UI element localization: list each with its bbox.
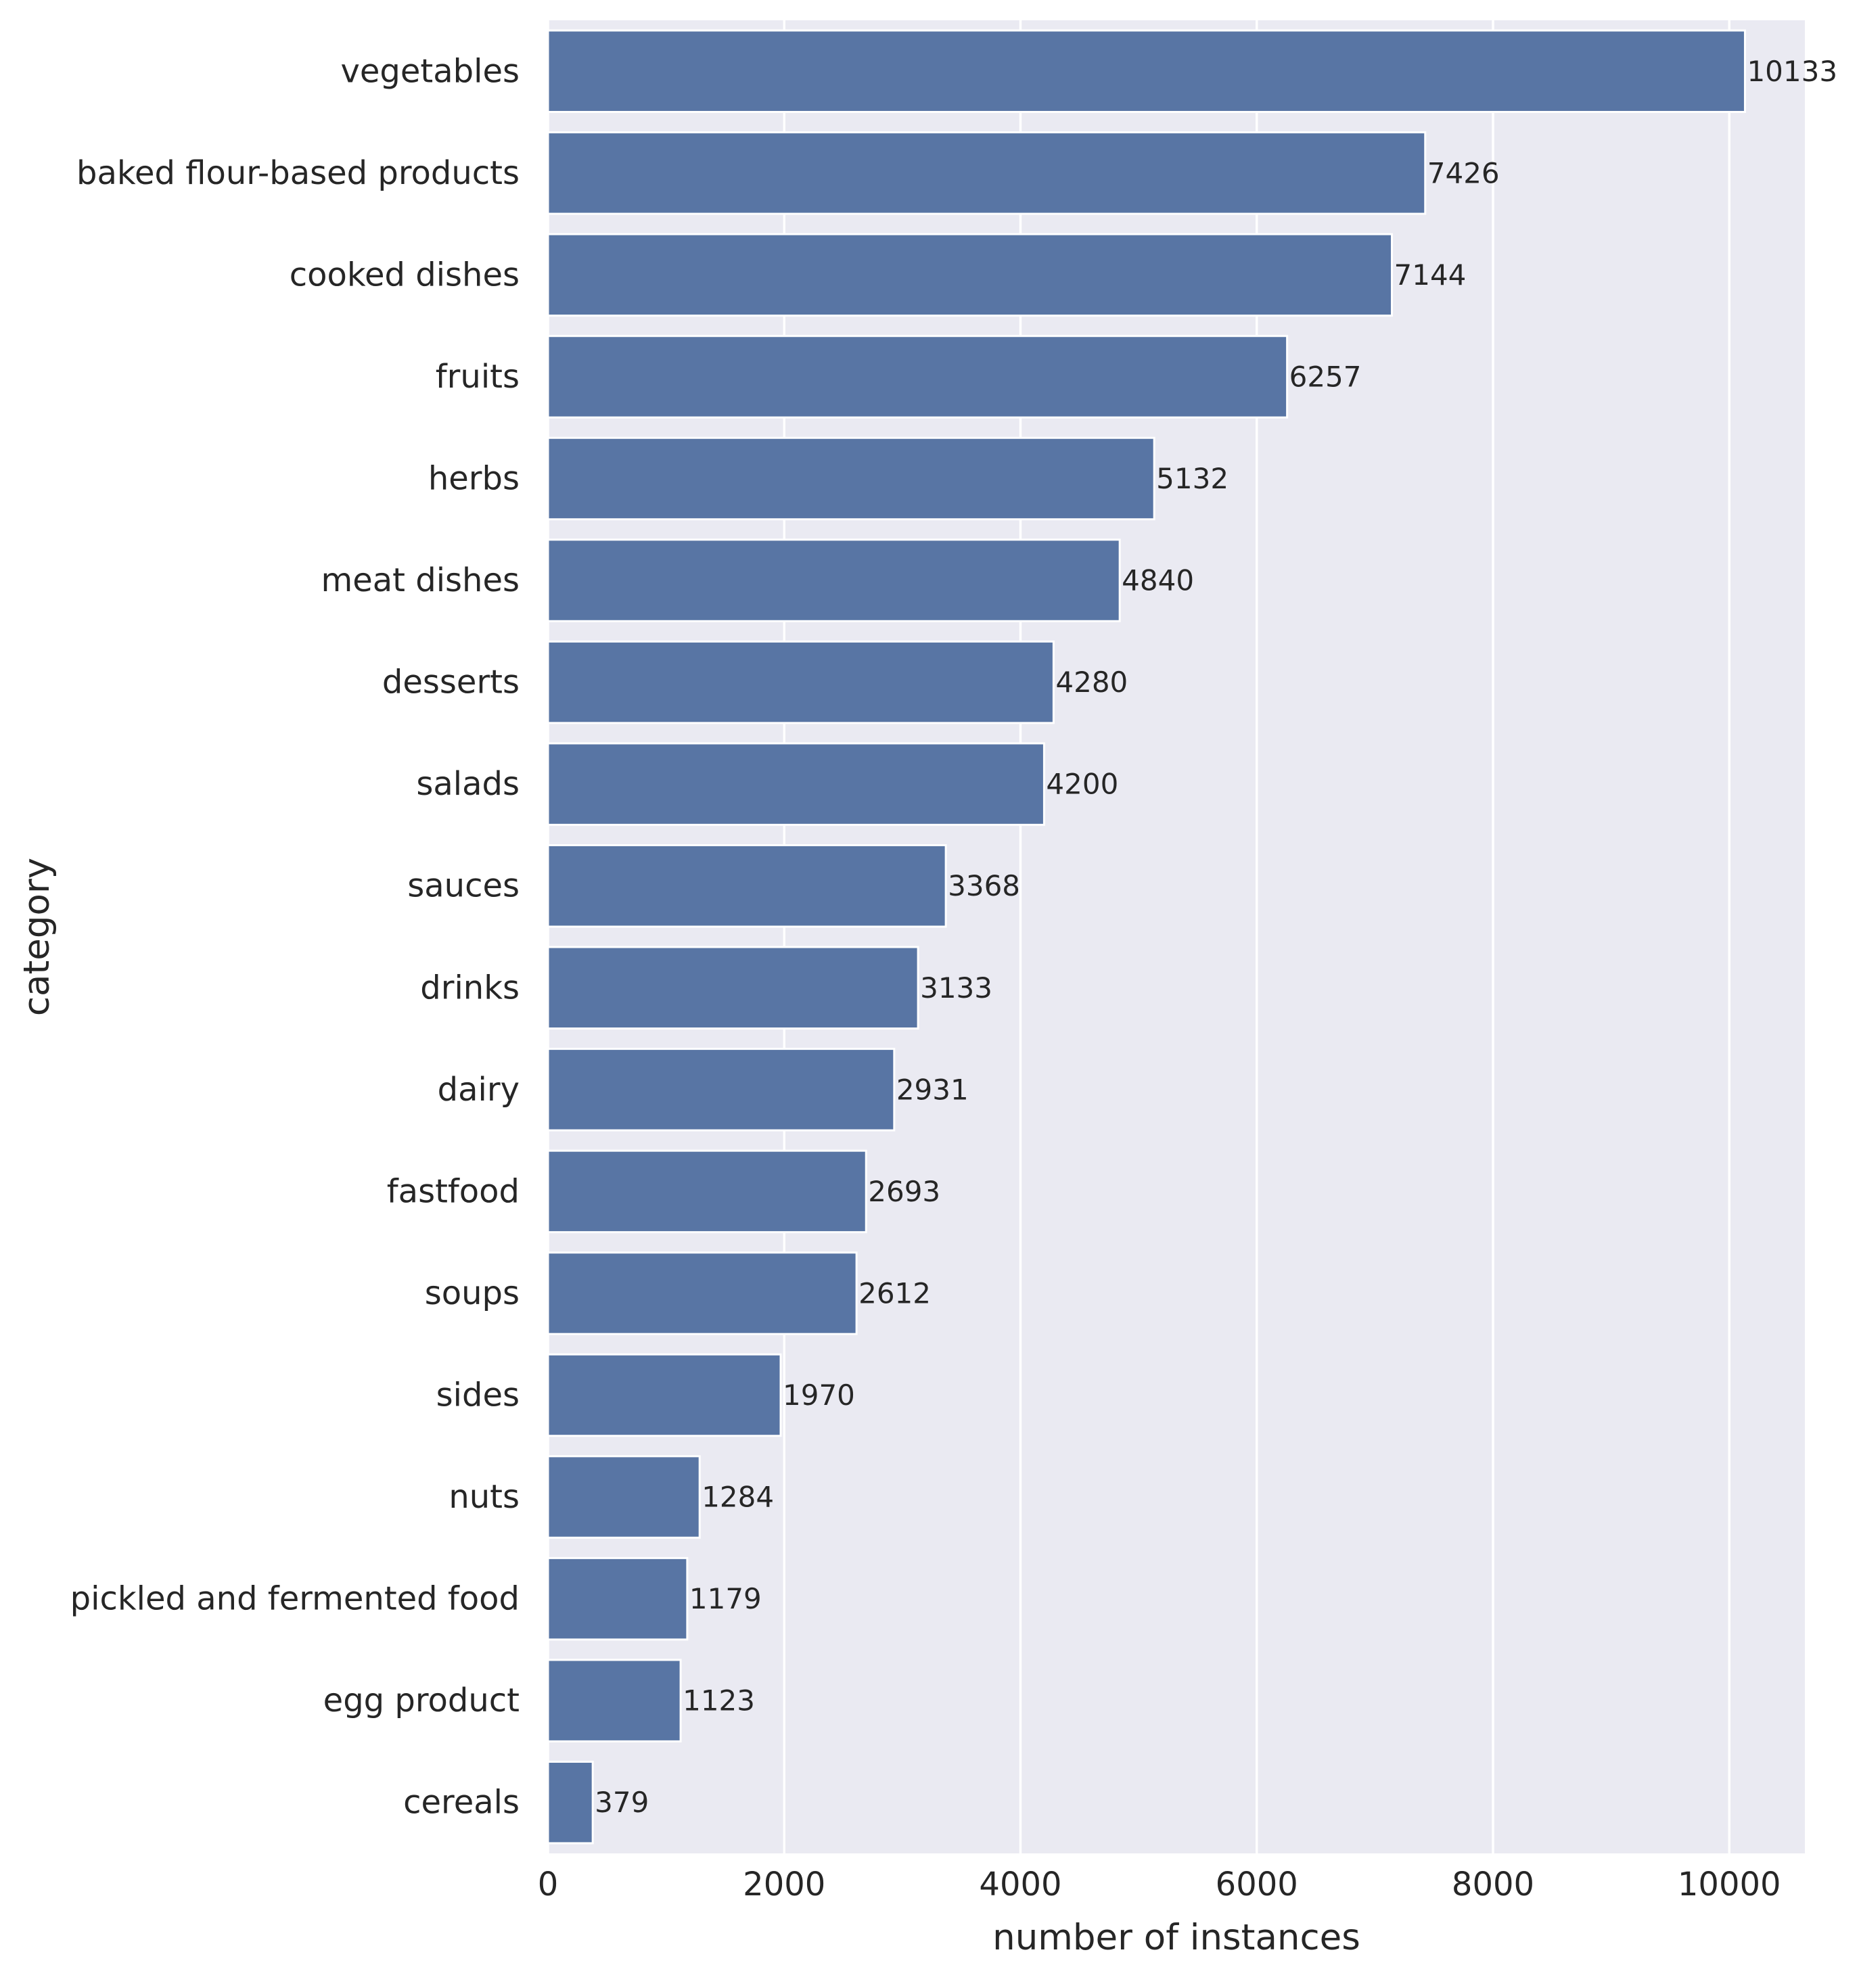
y-tick-label: meat dishes [321,561,520,599]
x-tick-label: 6000 [1216,1866,1298,1903]
y-tick-label: sides [436,1377,520,1414]
data-label: 379 [595,1786,649,1819]
bar [547,742,1045,826]
y-tick-label: drinks [420,969,520,1007]
bar [547,844,947,928]
bar [547,233,1394,317]
bar [547,1455,701,1539]
data-labels: 10133 7426 7144 6257 5132 4840 4280 4200 3368 313… [595,55,1837,1819]
y-tick-label: nuts [449,1478,520,1516]
y-tick-label: sauces [407,867,520,905]
y-tick-label: baked flour-based products [76,154,520,192]
x-tick-label: 0 [538,1866,559,1903]
data-label: 2612 [858,1276,931,1310]
y-tick-label: cereals [403,1784,520,1822]
data-label: 6257 [1289,360,1362,393]
y-tick-label: salads [416,765,520,803]
data-label: 2693 [868,1175,940,1208]
y-tick-labels: vegetables baked flour-based products cook… [70,52,520,1821]
y-tick-label: fruits [436,358,520,396]
bar [547,335,1289,419]
y-tick-label: fastfood [387,1172,520,1210]
bar [547,131,1427,215]
y-tick-label: pickled and fermented food [70,1580,520,1618]
bar [547,946,919,1030]
x-tick-label: 4000 [979,1866,1061,1903]
x-tick-label: 2000 [743,1866,825,1903]
bar [547,436,1155,521]
y-tick-label: dairy [438,1071,520,1109]
y-tick-label: vegetables [340,52,520,90]
y-tick-label: herbs [428,460,520,498]
y-tick-label: egg product [323,1682,520,1719]
y-tick-label: soups [425,1274,520,1312]
bar [547,1659,682,1742]
bar [547,1556,689,1641]
data-label: 1970 [783,1379,855,1412]
data-label: 1284 [702,1481,774,1514]
data-label: 4200 [1046,768,1118,801]
data-label: 1123 [683,1684,755,1717]
data-label: 3368 [948,869,1020,902]
bar [547,538,1121,622]
data-label: 4280 [1055,666,1128,699]
y-axis-label: category [16,858,58,1016]
data-label: 4840 [1122,564,1194,597]
x-axis-label: number of instances [992,1917,1360,1958]
bar [547,29,1746,113]
data-label: 5132 [1156,462,1229,495]
data-label: 1179 [689,1582,762,1615]
bar [547,1149,867,1234]
plot-area [548,20,1805,1853]
bar [547,1761,594,1845]
x-tick-label: 8000 [1452,1866,1534,1903]
x-tick-labels: 0 2000 4000 6000 8000 10000 [538,1866,1781,1903]
y-tick-label: cooked dishes [290,256,520,294]
bars [547,29,1746,1845]
x-tick-label: 10000 [1678,1866,1781,1903]
data-label: 7426 [1427,156,1500,189]
bar [547,1353,782,1437]
data-label: 7144 [1394,258,1467,292]
data-label: 3133 [920,971,992,1004]
bar [547,1048,896,1132]
y-tick-label: desserts [382,664,520,701]
data-label: 10133 [1747,55,1837,88]
bar [547,640,1055,724]
bar [547,1251,858,1335]
grid-lines [547,20,1730,1853]
data-label: 2931 [896,1073,969,1106]
